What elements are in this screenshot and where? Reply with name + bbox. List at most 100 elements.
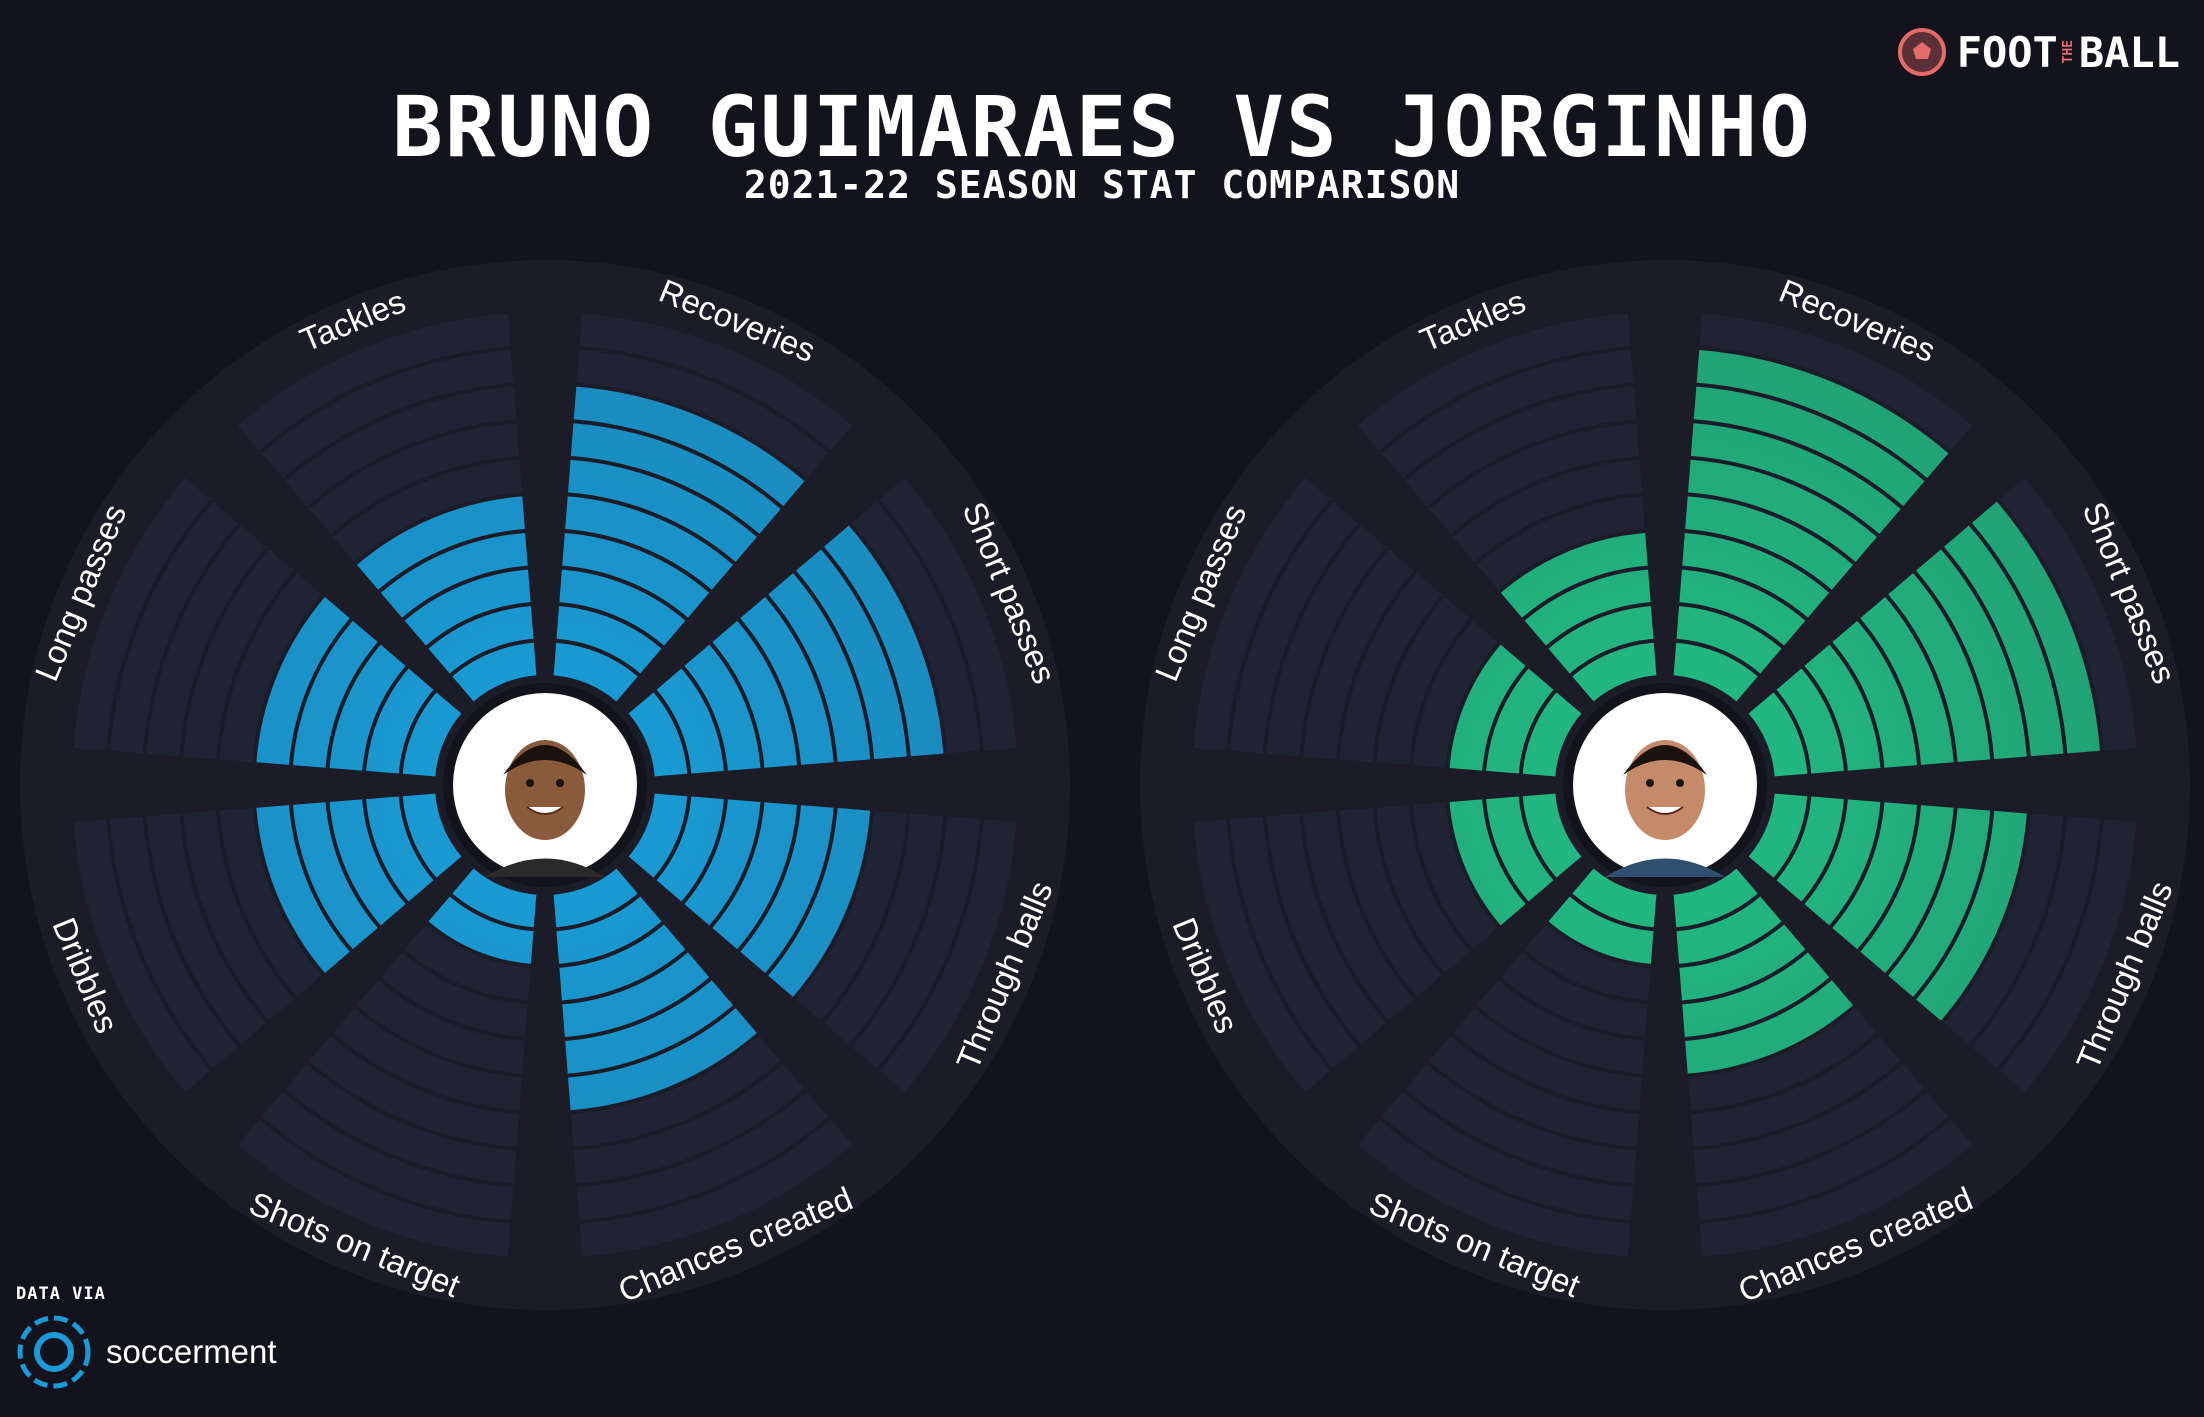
bar-segment-filled (1685, 980, 1854, 1074)
bar-segment-filled (1676, 606, 1782, 674)
bar-segment-filled (1971, 501, 2100, 754)
bar-segment-empty (1193, 477, 1331, 751)
bar-segment-filled (366, 668, 434, 774)
bar-segment-empty (110, 816, 239, 1069)
bar-segment-empty (576, 1091, 829, 1220)
bar-segment-empty (1193, 819, 1331, 1093)
bar-segment-empty (1453, 1008, 1642, 1111)
bar-segment-empty (1943, 813, 2064, 1045)
bar-segment-filled (366, 796, 434, 902)
bar-segment-filled (796, 549, 907, 760)
bar-segment-filled (712, 802, 798, 950)
bar-segment-filled (1696, 350, 1949, 479)
bar-segment-empty (1381, 1091, 1634, 1220)
data-source: DATA VIA soccerment (16, 1284, 277, 1390)
bar-segment-filled (329, 644, 406, 771)
bar-segment-filled (1522, 692, 1582, 777)
bar-segment-empty (1476, 980, 1645, 1074)
bar-segment-empty (1266, 813, 1387, 1045)
bar-segment-empty (237, 1119, 511, 1257)
bar-segment-filled (402, 692, 462, 777)
bar-segment-filled (1688, 459, 1877, 562)
bar-segment-filled (1943, 525, 2064, 757)
bar-segment-empty (333, 459, 522, 562)
bar-segment-empty (1405, 1063, 1637, 1184)
bar-segment-filled (1888, 573, 1991, 762)
bar-segment-empty (579, 1119, 853, 1257)
bar-segment-filled (556, 606, 662, 674)
bar-segment-filled (684, 644, 761, 771)
bar-segment-filled (1690, 423, 1901, 534)
bar-segment-filled (1682, 532, 1830, 618)
bar-segment-empty (261, 350, 514, 479)
bar-segment-filled (712, 620, 798, 768)
bar-segment-filled (1486, 668, 1554, 774)
bar-segment-filled (768, 808, 871, 997)
bar-segment-filled (1832, 620, 1918, 768)
bar-segment-filled (1804, 644, 1881, 771)
bar-segment-filled (356, 496, 525, 590)
bar-segment-filled (562, 532, 710, 618)
bar-segment-empty (1376, 596, 1470, 765)
bar-segment-filled (1673, 642, 1758, 702)
bar-segment-empty (1524, 924, 1651, 1001)
bar-segment-empty (1429, 423, 1640, 534)
bar-segment-filled (1679, 569, 1806, 646)
bar-segment-empty (404, 924, 531, 1001)
bar-segment-filled (1693, 386, 1925, 507)
bar-segment-filled (568, 1008, 757, 1111)
bar-segment-empty (1381, 350, 1634, 479)
bar-segment-filled (684, 799, 761, 926)
bar-segment-filled (562, 952, 710, 1038)
bar-segment-empty (309, 1036, 520, 1147)
data-source-label: DATA VIA (16, 1284, 106, 1304)
bar-segment-empty (110, 501, 239, 754)
bar-segment-empty (1999, 477, 2137, 751)
bar-segment-filled (628, 793, 688, 878)
bar-segment-filled (559, 569, 686, 646)
bar-segment-filled (1679, 924, 1806, 1001)
bar-segment-filled (452, 868, 537, 928)
bar-segment-empty (285, 1063, 517, 1184)
bar-segment-filled (573, 386, 805, 507)
bar-segment-filled (740, 805, 834, 974)
bar-segment-empty (219, 808, 322, 997)
bar-segment-filled (1486, 796, 1554, 902)
bar-segment-empty (261, 1091, 514, 1220)
bar-segment-filled (1673, 868, 1758, 928)
bar-segment-filled (1916, 810, 2027, 1021)
bar-segment-empty (1303, 549, 1414, 760)
brand-wordmark: FOOT THE BALL (1957, 28, 2180, 77)
footballball-logo: FOOT THE BALL (1897, 22, 2180, 82)
bar-segment-empty (146, 813, 267, 1045)
bar-segment-empty (1230, 816, 1359, 1069)
bar-segment-empty (380, 952, 528, 1038)
bar-segment-empty (1357, 313, 1631, 451)
bar-segment-empty (146, 525, 267, 757)
bar-segment-filled (823, 525, 944, 757)
bar-segment-filled (1522, 793, 1582, 878)
bar-segment-filled (329, 799, 406, 926)
bar-segment-filled (1860, 805, 1954, 974)
football-icon (1897, 28, 1946, 76)
bar-segment-empty (1339, 808, 1442, 997)
bar-segment-empty (1303, 810, 1414, 1021)
bar-segment-filled (740, 596, 834, 765)
bar-segment-empty (1999, 819, 2137, 1093)
bar-segment-empty (183, 810, 294, 1021)
bar-segment-filled (1682, 952, 1830, 1038)
soccerment-logo-icon (17, 1315, 91, 1389)
bar-segment-filled (565, 980, 734, 1074)
bar-segment-empty (851, 816, 980, 1069)
bar-segment-empty (823, 813, 944, 1045)
bar-segment-filled (1676, 896, 1782, 964)
bar-segment-filled (428, 896, 534, 964)
chart-title: BRUNO GUIMARAES VS JORGINHO (392, 78, 1812, 176)
bar-segment-empty (1971, 816, 2100, 1069)
bar-segment-filled (565, 496, 734, 590)
bar-segment-empty (1453, 459, 1642, 562)
bar-segment-empty (1376, 805, 1470, 974)
bar-segment-filled (768, 573, 871, 762)
